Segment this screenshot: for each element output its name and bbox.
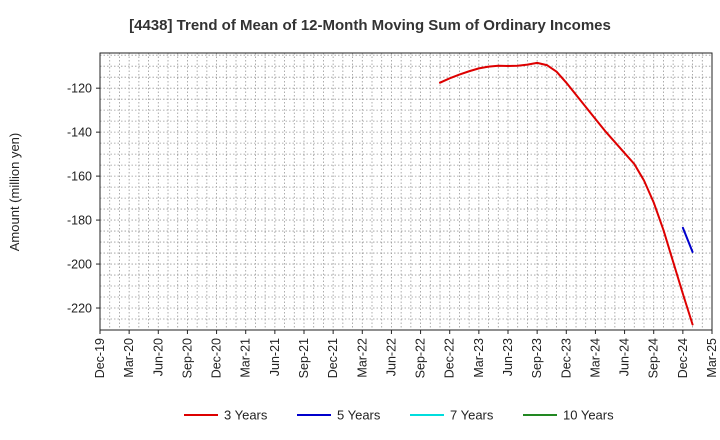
legend-label: 7 Years: [450, 408, 494, 423]
x-tick-label: Mar-21: [239, 338, 253, 378]
x-tick-label: Mar-20: [122, 338, 136, 378]
x-tick-label: Dec-23: [559, 338, 573, 378]
plot-frame: [99, 52, 713, 331]
y-tick-label: -200: [67, 258, 92, 272]
x-tick-label: Mar-23: [472, 338, 486, 378]
x-tick-label: Sep-20: [180, 338, 194, 378]
x-tick-label: Dec-19: [93, 338, 107, 378]
legend-label: 5 Years: [337, 408, 381, 423]
x-tick-label: Dec-22: [443, 338, 457, 378]
y-tick-label: -220: [67, 302, 92, 316]
series-line-5-years: [681, 226, 694, 253]
y-axis-label: Amount (million yen): [7, 133, 22, 252]
x-tick-label: Jun-24: [618, 338, 632, 376]
x-tick-label: Sep-23: [530, 338, 544, 378]
legend-label: 3 Years: [224, 408, 268, 423]
series-line-3-years: [439, 61, 694, 326]
x-tick-label: Jun-23: [501, 338, 515, 376]
legend-label: 10 Years: [563, 408, 614, 423]
x-tick-label: Sep-21: [297, 338, 311, 378]
chart-title: [4438] Trend of Mean of 12-Month Moving …: [129, 17, 611, 34]
y-tick-label: -180: [67, 214, 92, 228]
plot-area: -120 -140 -160 -180 -200 -220 Dec-19 Mar-20 Jun-…: [67, 52, 719, 378]
x-tick-label: Dec-20: [210, 338, 224, 378]
y-tick-label: -140: [67, 126, 92, 140]
x-tick-label: Jun-21: [268, 338, 282, 376]
x-tick-label: Jun-20: [151, 338, 165, 376]
legend: 3 Years 5 Years 7 Years 10 Years: [184, 408, 614, 423]
x-tick-label: Mar-25: [705, 338, 719, 378]
x-tick-label: Mar-24: [588, 338, 602, 378]
x-tick-label: Dec-24: [676, 338, 690, 378]
x-tick-label: Sep-24: [647, 338, 661, 378]
y-tick-label: -160: [67, 170, 92, 184]
y-tick-label: -120: [67, 82, 92, 96]
x-tick-label: Sep-22: [414, 338, 428, 378]
plot-background: [100, 53, 712, 330]
x-tick-label: Jun-22: [384, 338, 398, 376]
x-tick-label: Dec-21: [326, 338, 340, 378]
x-tick-label: Mar-22: [355, 338, 369, 378]
